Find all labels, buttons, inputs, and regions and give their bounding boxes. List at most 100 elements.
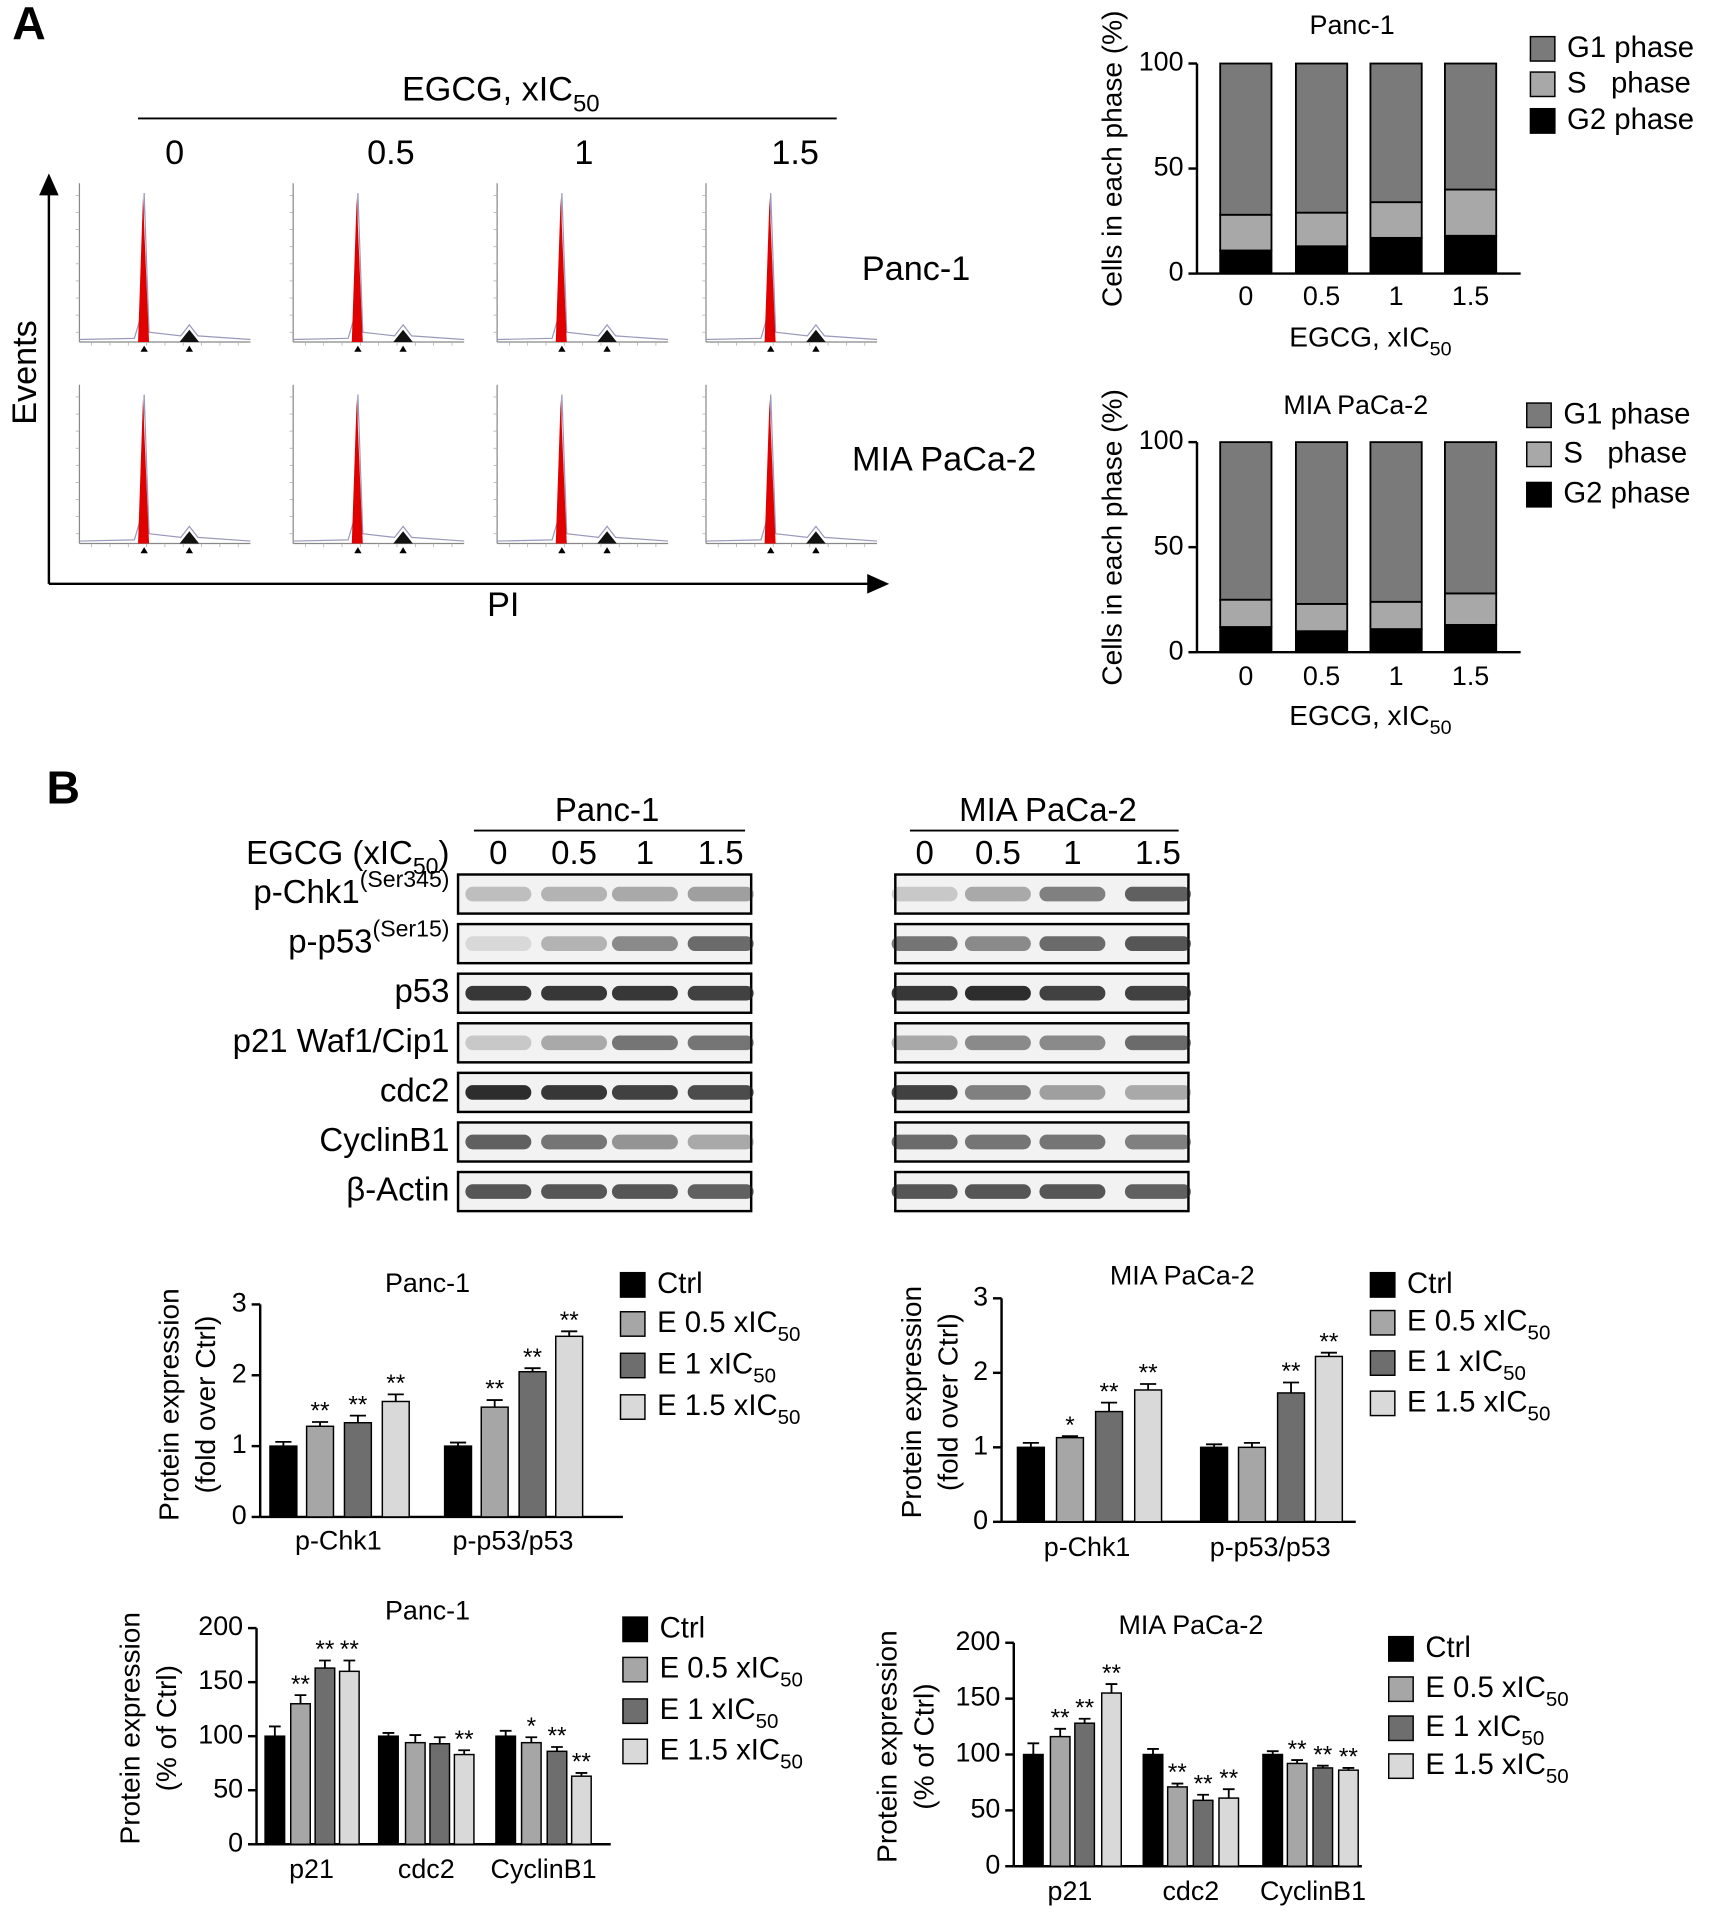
legend-label-part: E 1 xIC [1425, 1710, 1521, 1743]
x-tick-label: CyclinB1 [1260, 1876, 1366, 1906]
y-tick-label: 50 [213, 1773, 243, 1803]
error-bar [1320, 1351, 1337, 1357]
hist-bump [179, 329, 200, 342]
hist-marker [767, 547, 775, 554]
lane-label-part: 1 [636, 834, 654, 871]
blot-group: MIA PaCa-2 [959, 791, 1137, 828]
significance: ** [1139, 1360, 1158, 1387]
error-bar [275, 1440, 292, 1447]
legend-label: G1 phase [1563, 397, 1690, 430]
y-tick-label: 3 [232, 1288, 247, 1318]
x-tick-label: 0.5 [1303, 281, 1340, 311]
legend-swatch [1388, 1715, 1414, 1742]
error-bar [1342, 1766, 1355, 1771]
blot-band [611, 1134, 678, 1150]
bar [1016, 1446, 1046, 1523]
significance: ** [1288, 1736, 1307, 1763]
legend-label: E 0.5 xIC50 [1407, 1304, 1550, 1344]
y-tick-label: 3 [973, 1281, 988, 1311]
legend-label: G2 phase [1563, 476, 1690, 509]
blot-band [541, 1035, 608, 1051]
error-bar [499, 1729, 512, 1737]
blot-band [1039, 1035, 1106, 1051]
error-bar [433, 1736, 446, 1744]
x-tick-label: 1 [1389, 661, 1404, 691]
x-axis-label-part: 50 [1430, 339, 1452, 361]
cell-line-label-part: Panc-1 [862, 250, 970, 288]
hist-bump [597, 531, 617, 544]
error-bar [449, 1441, 467, 1447]
legend-label: Ctrl [1425, 1631, 1471, 1664]
y-tick-label: 0 [1169, 257, 1184, 287]
hist-marker [812, 345, 820, 352]
lane-label: 0 [915, 834, 933, 871]
error-bar [1105, 1683, 1118, 1694]
legend-swatch [1369, 1271, 1396, 1298]
dose-label-part: 0 [165, 134, 184, 172]
legend-label: G2 phase [1567, 103, 1694, 136]
bar [1022, 1753, 1044, 1867]
bar [1142, 1753, 1164, 1867]
legend-swatch [1526, 402, 1552, 429]
blot-band [964, 1134, 1031, 1150]
bar [1199, 1446, 1229, 1523]
legend-swatch [619, 1311, 646, 1337]
y-tick-label: 100 [198, 1719, 243, 1749]
y-axis-label: (fold over Ctrl) [190, 1316, 221, 1494]
y-tick-label: 100 [1139, 425, 1184, 455]
legend-label-part: E 1 xIC [660, 1693, 756, 1726]
error-bar [1140, 1383, 1157, 1390]
legend-label: E 0.5 xIC50 [1425, 1671, 1568, 1711]
hist-outline [705, 192, 878, 341]
hist-bump [806, 531, 826, 544]
bar-segment [1219, 626, 1273, 654]
bar-segment [1444, 441, 1498, 595]
hist-bump [597, 329, 617, 342]
error-bar [294, 1694, 307, 1704]
x-tick-label: cdc2 [1163, 1876, 1220, 1906]
legend-label-part: E 1.5 xIC [1407, 1385, 1528, 1418]
bar [546, 1750, 568, 1846]
y-axis-label: Protein expression [114, 1612, 145, 1845]
blot-band [541, 1134, 608, 1150]
y-tick-label: 150 [956, 1682, 1001, 1712]
bar [1218, 1797, 1240, 1867]
bar-segment [1295, 602, 1349, 633]
legend-label: E 1 xIC50 [660, 1693, 779, 1733]
bar [404, 1741, 426, 1846]
hist-bump [806, 329, 826, 342]
blot-band [1039, 1085, 1106, 1100]
y-tick-label: 0 [232, 1500, 247, 1530]
blot-band [541, 886, 608, 902]
legend-label-part: 50 [1521, 1727, 1544, 1750]
error-bar [343, 1659, 356, 1672]
arrow-head [867, 574, 890, 594]
dose-label-part: 1 [574, 134, 593, 172]
bar-segment [1295, 245, 1349, 275]
blot-band [1124, 1134, 1191, 1150]
legend-label: Ctrl [660, 1611, 706, 1644]
y-axis-label: Protein expression [872, 1630, 903, 1863]
bar-segment [1444, 62, 1498, 191]
panel-label: A [12, 0, 46, 49]
error-bar [1222, 1788, 1235, 1799]
legend-swatch [622, 1698, 649, 1725]
hist-peak [138, 399, 150, 544]
hist-bump [393, 531, 413, 544]
bar-segment [1219, 441, 1273, 601]
bar [338, 1670, 360, 1846]
legend-label-part: E 0.5 xIC [1407, 1304, 1528, 1337]
x-tick-label: p-p53/p53 [1210, 1532, 1331, 1562]
row-label-part: p-Chk1 [253, 873, 359, 910]
cell-line-label: Panc-1 [862, 250, 970, 288]
legend-label-part: 50 [778, 1323, 801, 1346]
bar [1094, 1410, 1124, 1523]
y-axis-label: Cells in each phase (%) [1096, 11, 1127, 308]
bar [1237, 1446, 1267, 1523]
y-tick-label: 100 [1139, 47, 1184, 77]
legend-label-part: E 1.5 xIC [1425, 1748, 1546, 1781]
hist-marker [140, 345, 148, 352]
legend-label-part: E 1.5 xIC [657, 1389, 778, 1422]
blot-band [465, 1184, 532, 1199]
error-bar [1171, 1782, 1184, 1787]
